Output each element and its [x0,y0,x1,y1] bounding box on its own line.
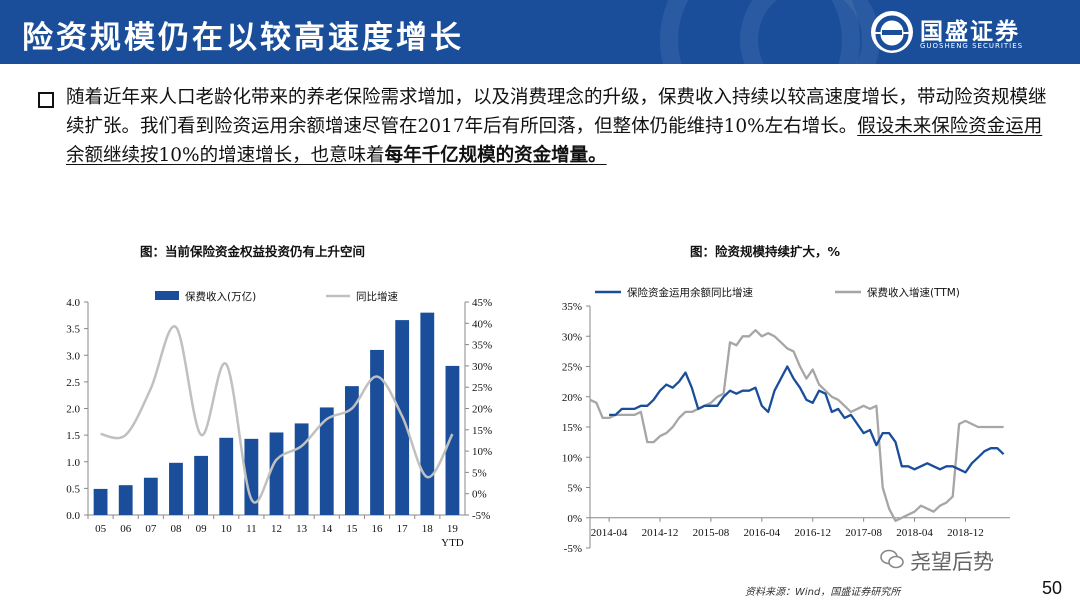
y-tick-label: 15% [562,422,582,434]
bar-premium-income [194,455,209,515]
left-tick-label: 0.0 [66,510,80,522]
legend-swatch-premium [155,291,179,300]
x-tick-label: 13 [296,523,308,535]
y-tick-label: 5% [567,483,582,495]
x-tick-label: 2014-04 [591,527,628,539]
right-tick-label: 20% [472,404,492,416]
page-number: 50 [1042,578,1063,598]
chart1-title: 图：当前保险资金权益投资仍有上升空间 [140,244,366,259]
right-tick-label: 15% [472,425,492,437]
logo-name: 国盛证券 [920,19,1020,45]
left-tick-label: 1.5 [66,430,80,442]
bullet-text-plain: 随着近年来人口老龄化带来的养老保险需求增加，以及消费理念的升级，保费收入持续以较… [66,87,1047,137]
x-tick-label: 2015-08 [693,527,730,539]
wechat-account-name: 尧望后势 [910,550,994,574]
left-tick-label: 1.0 [66,457,80,469]
right-tick-label: 5% [472,467,487,479]
series-line [609,365,1005,474]
x-tick-label: 09 [196,523,208,535]
x-tick-label: 05 [95,523,107,535]
left-tick-label: 0.5 [66,483,80,495]
legend-label-growth: 同比增速 [356,290,398,303]
left-tick-label: 3.5 [66,324,80,336]
x-tick-label: 11 [246,523,257,535]
x-tick-label: 16 [372,523,384,535]
y-tick-label: 30% [562,331,582,343]
insurance-fund-growth-chart: -5% 0% 5% 10% 15% 20% 25% 30% 35% 2014-04 2014-12 2… [562,286,1010,555]
x-tick-label: 07 [145,523,157,535]
right-tick-label: -5% [472,510,490,522]
right-tick-label: 45% [472,297,492,309]
bar-premium-income [244,438,259,515]
legend-label-premium: 保费收入(万亿) [185,290,256,303]
left-tick-label: 2.5 [66,377,80,389]
premium-income-chart: 0.0 0.5 1.0 1.5 2.0 2.5 3.0 3.5 4.0 -5% 0% 5% 10% 15%… [66,290,492,549]
right-tick-label: 35% [472,340,492,352]
y-tick-label: 0% [567,513,582,525]
right-tick-label: 0% [472,489,487,501]
logo-mark-icon [871,11,913,53]
bar-premium-income [118,485,133,515]
left-tick-label: 4.0 [66,297,80,309]
bar-premium-income [445,365,460,515]
x-tick-label: 17 [397,523,409,535]
bullet-text-bold-underlined: 每年千亿规模的资金增量。 [384,145,607,166]
x-tick-label: 2018-04 [896,527,933,539]
x-tick-label: 2018-12 [947,527,984,539]
x-tick-label-sub: YTD [441,537,464,549]
wechat-icon [880,549,904,569]
growth-rate-line [100,325,454,504]
bullet-text-underlined: 假设未来保险资金运用余额继续按10%的增速增长，也意味着 [66,116,1043,166]
x-tick-label: 10 [221,523,233,535]
x-tick-label: 18 [422,523,434,535]
bullet-paragraph: 随着近年来人口老龄化带来的养老保险需求增加，以及消费理念的升级，保费收入持续以较… [66,83,1056,170]
x-tick-label: 19 [447,523,459,535]
y-tick-label: 20% [562,392,582,404]
y-tick-label: 25% [562,362,582,374]
x-tick-label: 2016-12 [794,527,831,539]
x-tick-label: 2016-04 [743,527,780,539]
bar-premium-income [219,437,234,515]
bar-premium-income [420,312,435,515]
page-title: 险资规模仍在以较高速度增长 [22,20,464,56]
bar-premium-income [370,349,384,515]
chart2-title: 图：险资规模持续扩大，% [690,244,841,259]
series-line [589,329,1004,522]
bar-premium-income [294,423,309,515]
bar-premium-income [319,407,334,515]
y-tick-label: -5% [564,543,582,555]
bar-premium-income [269,432,284,515]
bar-premium-income [93,488,108,515]
x-tick-label: 12 [271,523,282,535]
left-tick-label: 3.0 [66,350,80,362]
bar-premium-income [169,462,183,515]
x-tick-label: 08 [170,523,182,535]
x-tick-label: 2014-12 [642,527,679,539]
bar-premium-income [143,477,158,515]
y-tick-label: 35% [562,301,582,313]
right-tick-label: 10% [472,446,492,458]
source-note: 资料来源：Wind，国盛证券研究所 [745,587,901,598]
right-tick-label: 25% [472,382,492,394]
legend-label-premium-ttm: 保费收入增速(TTM) [867,286,960,299]
header-bar: 险资规模仍在以较高速度增长 国盛证券 GUOSHENG SECURITIES [0,0,1080,64]
bar-premium-income [344,386,359,515]
company-logo: 国盛证券 GUOSHENG SECURITIES [870,8,1070,56]
right-tick-label: 40% [472,318,492,330]
x-tick-label: 06 [120,523,132,535]
legend-label-fund-growth: 保险资金运用余额同比增速 [627,286,753,299]
logo-subtitle: GUOSHENG SECURITIES [920,42,1024,50]
bullet-square-icon [38,92,54,108]
y-tick-label: 10% [562,452,582,464]
x-tick-label: 15 [346,523,358,535]
left-tick-label: 2.0 [66,404,80,416]
right-tick-label: 30% [472,361,492,373]
x-tick-label: 2017-08 [845,527,882,539]
x-tick-label: 14 [321,523,333,535]
header-decoration [740,0,880,64]
